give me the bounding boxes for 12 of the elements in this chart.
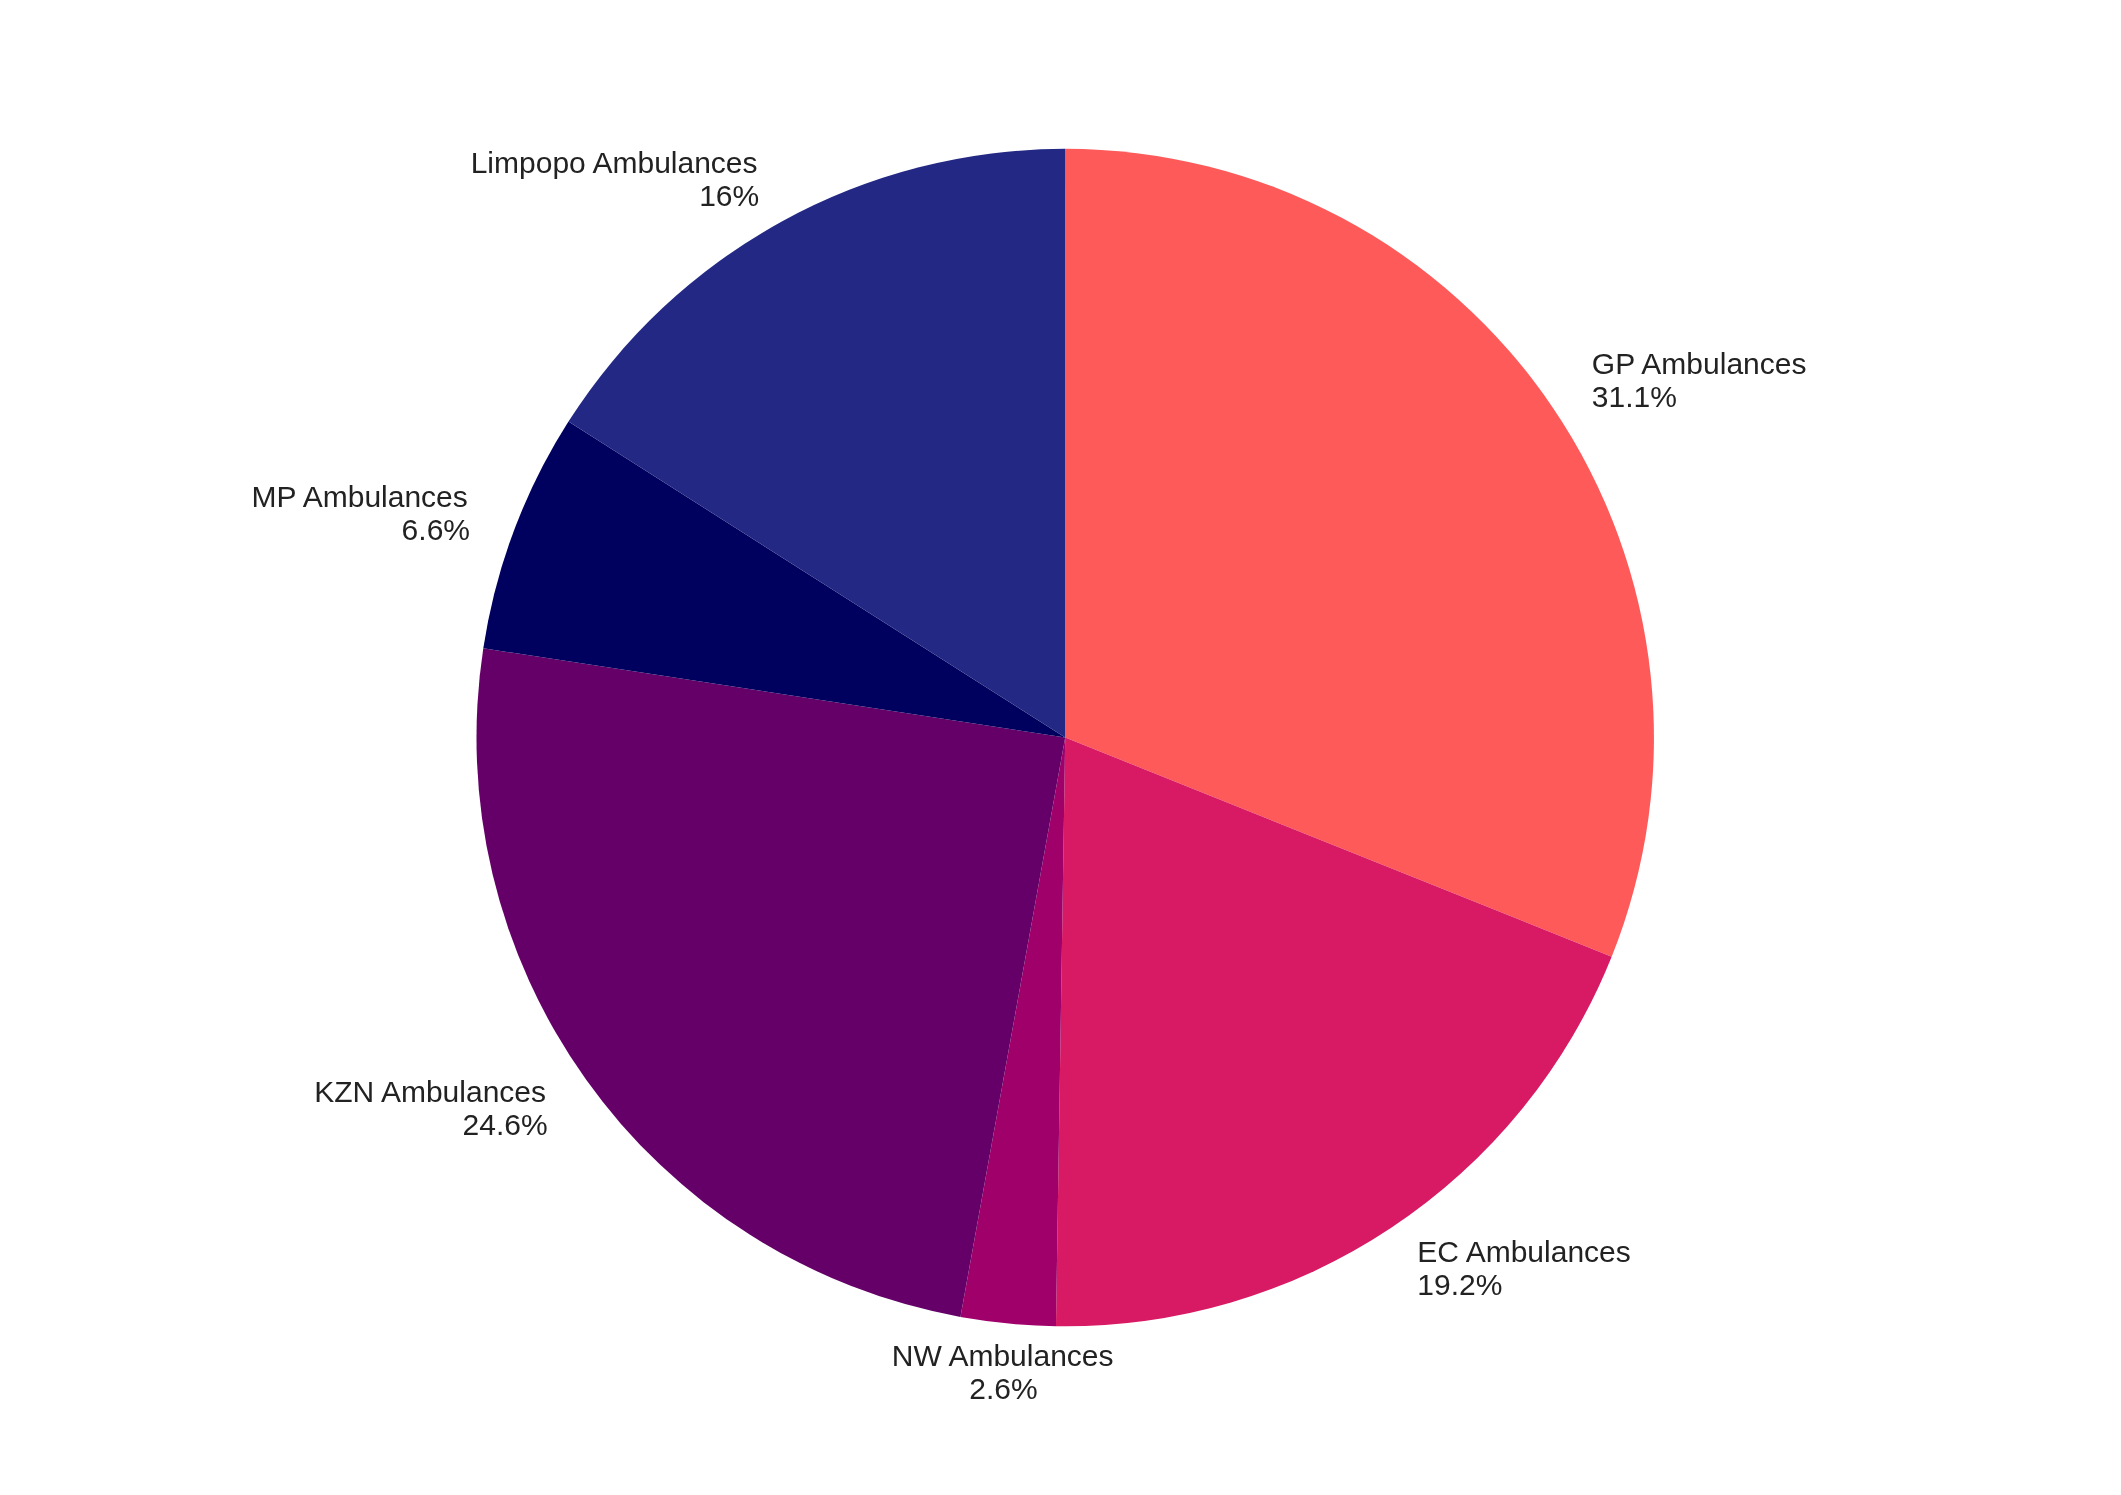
data-label: 6.6% bbox=[401, 513, 471, 547]
slice-label: GP Ambulances bbox=[1591, 347, 1807, 381]
slice-label: NW Ambulances bbox=[891, 1339, 1114, 1373]
data-label: 2.6% bbox=[969, 1372, 1038, 1406]
data-label: 19.2% bbox=[1417, 1268, 1503, 1302]
data-label: 24.6% bbox=[462, 1107, 548, 1141]
slice-label: EC Ambulances bbox=[1417, 1235, 1631, 1269]
slice-label: Limpopo Ambulances bbox=[470, 145, 758, 179]
data-label: 16% bbox=[699, 178, 760, 212]
slice-label: MP Ambulances bbox=[251, 480, 468, 514]
data-label: 31.1% bbox=[1591, 380, 1677, 414]
slice-label: KZN Ambulances bbox=[314, 1074, 547, 1108]
